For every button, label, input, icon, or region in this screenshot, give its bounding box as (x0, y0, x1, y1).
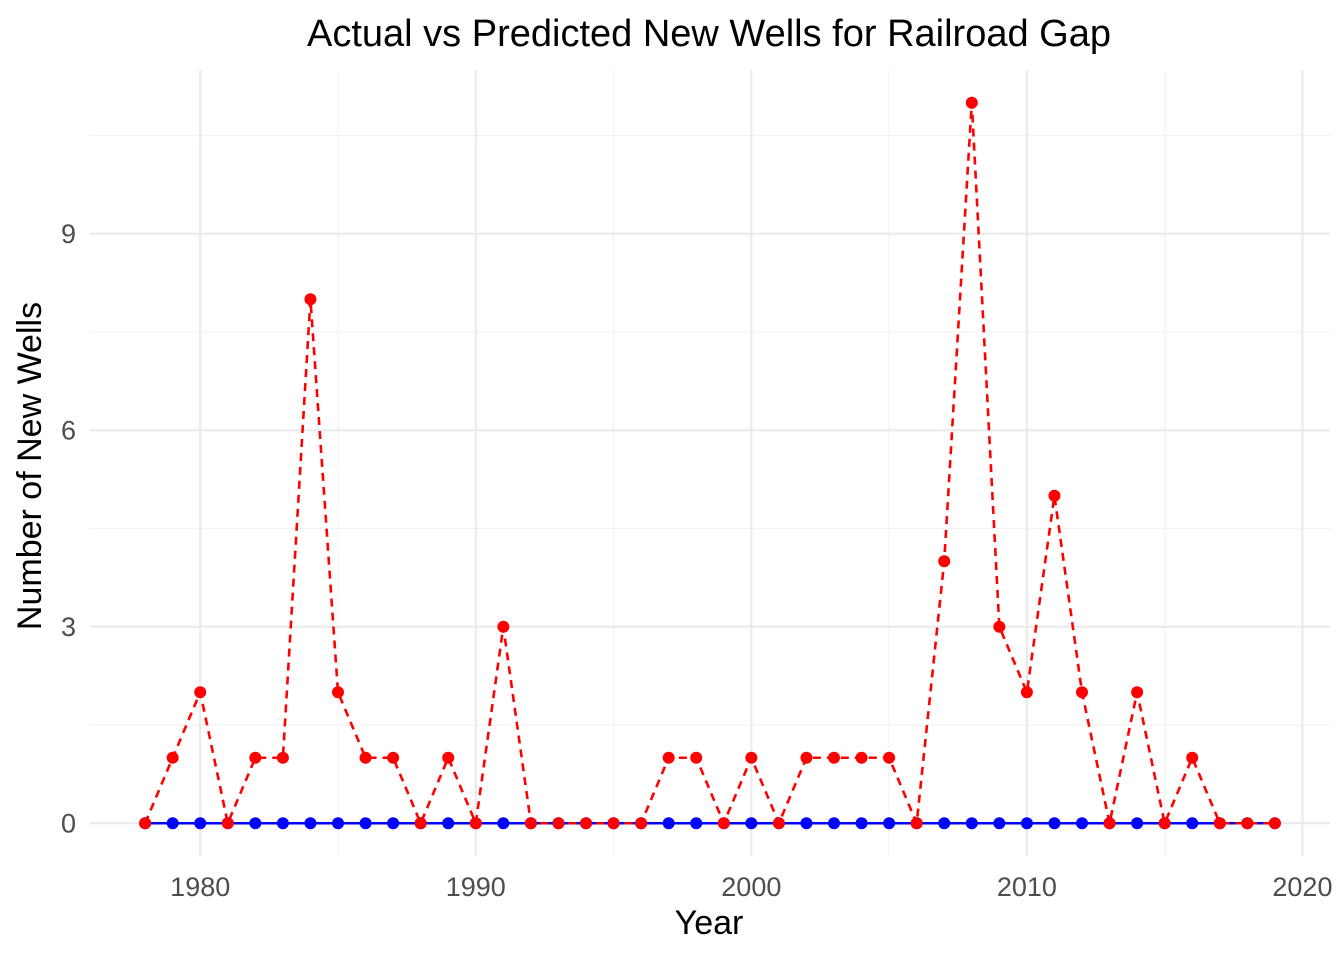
series-2-point (1048, 489, 1061, 502)
series-1-point (1131, 817, 1144, 830)
series-1-point (387, 817, 400, 830)
series-2-point (166, 751, 179, 764)
series-1-point (304, 817, 317, 830)
series-2-line (143, 102, 1275, 829)
series-layer (139, 96, 1281, 830)
series-2-point (1131, 686, 1144, 699)
x-tick-label: 1990 (446, 872, 506, 902)
x-tick-label: 2020 (1272, 872, 1332, 902)
series-2-point (1158, 817, 1171, 830)
series-1-point (332, 817, 344, 830)
series-1-point (1076, 817, 1088, 830)
series-1-point (883, 817, 896, 830)
series-2-point (552, 817, 565, 830)
series-2-point (1186, 751, 1199, 764)
series-2-point (855, 751, 868, 764)
series-2-point (414, 817, 427, 830)
minor-gridlines (90, 70, 1330, 856)
series-2-point (1213, 817, 1226, 830)
series-2-point (800, 751, 813, 764)
series-1-point (690, 817, 703, 830)
x-tick-label: 1980 (170, 872, 230, 902)
series-1-point (276, 817, 289, 830)
series-1-point (249, 817, 262, 830)
series-2-point (717, 817, 730, 830)
series-2-point (883, 751, 896, 764)
series-2-point (635, 817, 648, 830)
series-2-point (1103, 817, 1116, 830)
series-2-point (442, 751, 455, 764)
series-1-point (965, 817, 978, 830)
series-2-point (469, 817, 482, 830)
y-tick-label: 9 (61, 219, 76, 249)
series-1-point (497, 817, 510, 830)
series-2-point (1076, 686, 1088, 699)
x-axis-title: Year (675, 904, 744, 942)
series-1-point (800, 817, 813, 830)
series-2-point (910, 817, 923, 830)
series-2-point (993, 620, 1006, 633)
series-2-point (772, 817, 785, 830)
chart-title: Actual vs Predicted New Wells for Railro… (307, 13, 1111, 55)
series-2-point (580, 817, 592, 830)
series-2-point (965, 96, 978, 109)
series-2-point (690, 751, 703, 764)
series-1-point (1020, 817, 1033, 830)
series-1-point (166, 817, 179, 830)
y-axis-title: Number of New Wells (11, 302, 49, 630)
x-tick-label: 2010 (997, 872, 1057, 902)
series-2-point (139, 817, 152, 830)
series-2-point (938, 555, 951, 568)
series-2-point (304, 293, 317, 306)
series-1-point (745, 817, 758, 830)
series-2-point (359, 751, 372, 764)
series-1-point (828, 817, 840, 830)
series-1-point (662, 817, 675, 830)
series-2-point (1241, 817, 1254, 830)
tick-labels: 1980 1990 2000 2010 2020 0 3 6 9 (61, 219, 1333, 902)
series-2-point (249, 751, 262, 764)
major-gridlines (90, 70, 1330, 856)
series-2-point (524, 817, 537, 830)
series-1-point (442, 817, 455, 830)
series-1-point (1186, 817, 1199, 830)
y-tick-label: 6 (61, 415, 76, 445)
y-tick-label: 0 (61, 808, 76, 838)
series-2-point (387, 751, 400, 764)
series-1-point (359, 817, 372, 830)
series-2-point (828, 751, 840, 764)
series-2-point (332, 686, 344, 699)
series-2-point (607, 817, 620, 830)
x-tick-label: 2000 (721, 872, 781, 902)
series-2-point (1020, 686, 1033, 699)
series-2-point (497, 620, 510, 633)
series-2-point (276, 751, 289, 764)
series-2-point (1268, 817, 1281, 830)
series-1-point (1048, 817, 1061, 830)
series-2-point (194, 686, 207, 699)
series-1-point (938, 817, 951, 830)
series-1-point (855, 817, 868, 830)
series-2-point (745, 751, 758, 764)
series-1-point (194, 817, 207, 830)
y-tick-label: 3 (61, 612, 76, 642)
series-1-point (993, 817, 1006, 830)
series-2-point (662, 751, 675, 764)
series-2-point (221, 817, 234, 830)
